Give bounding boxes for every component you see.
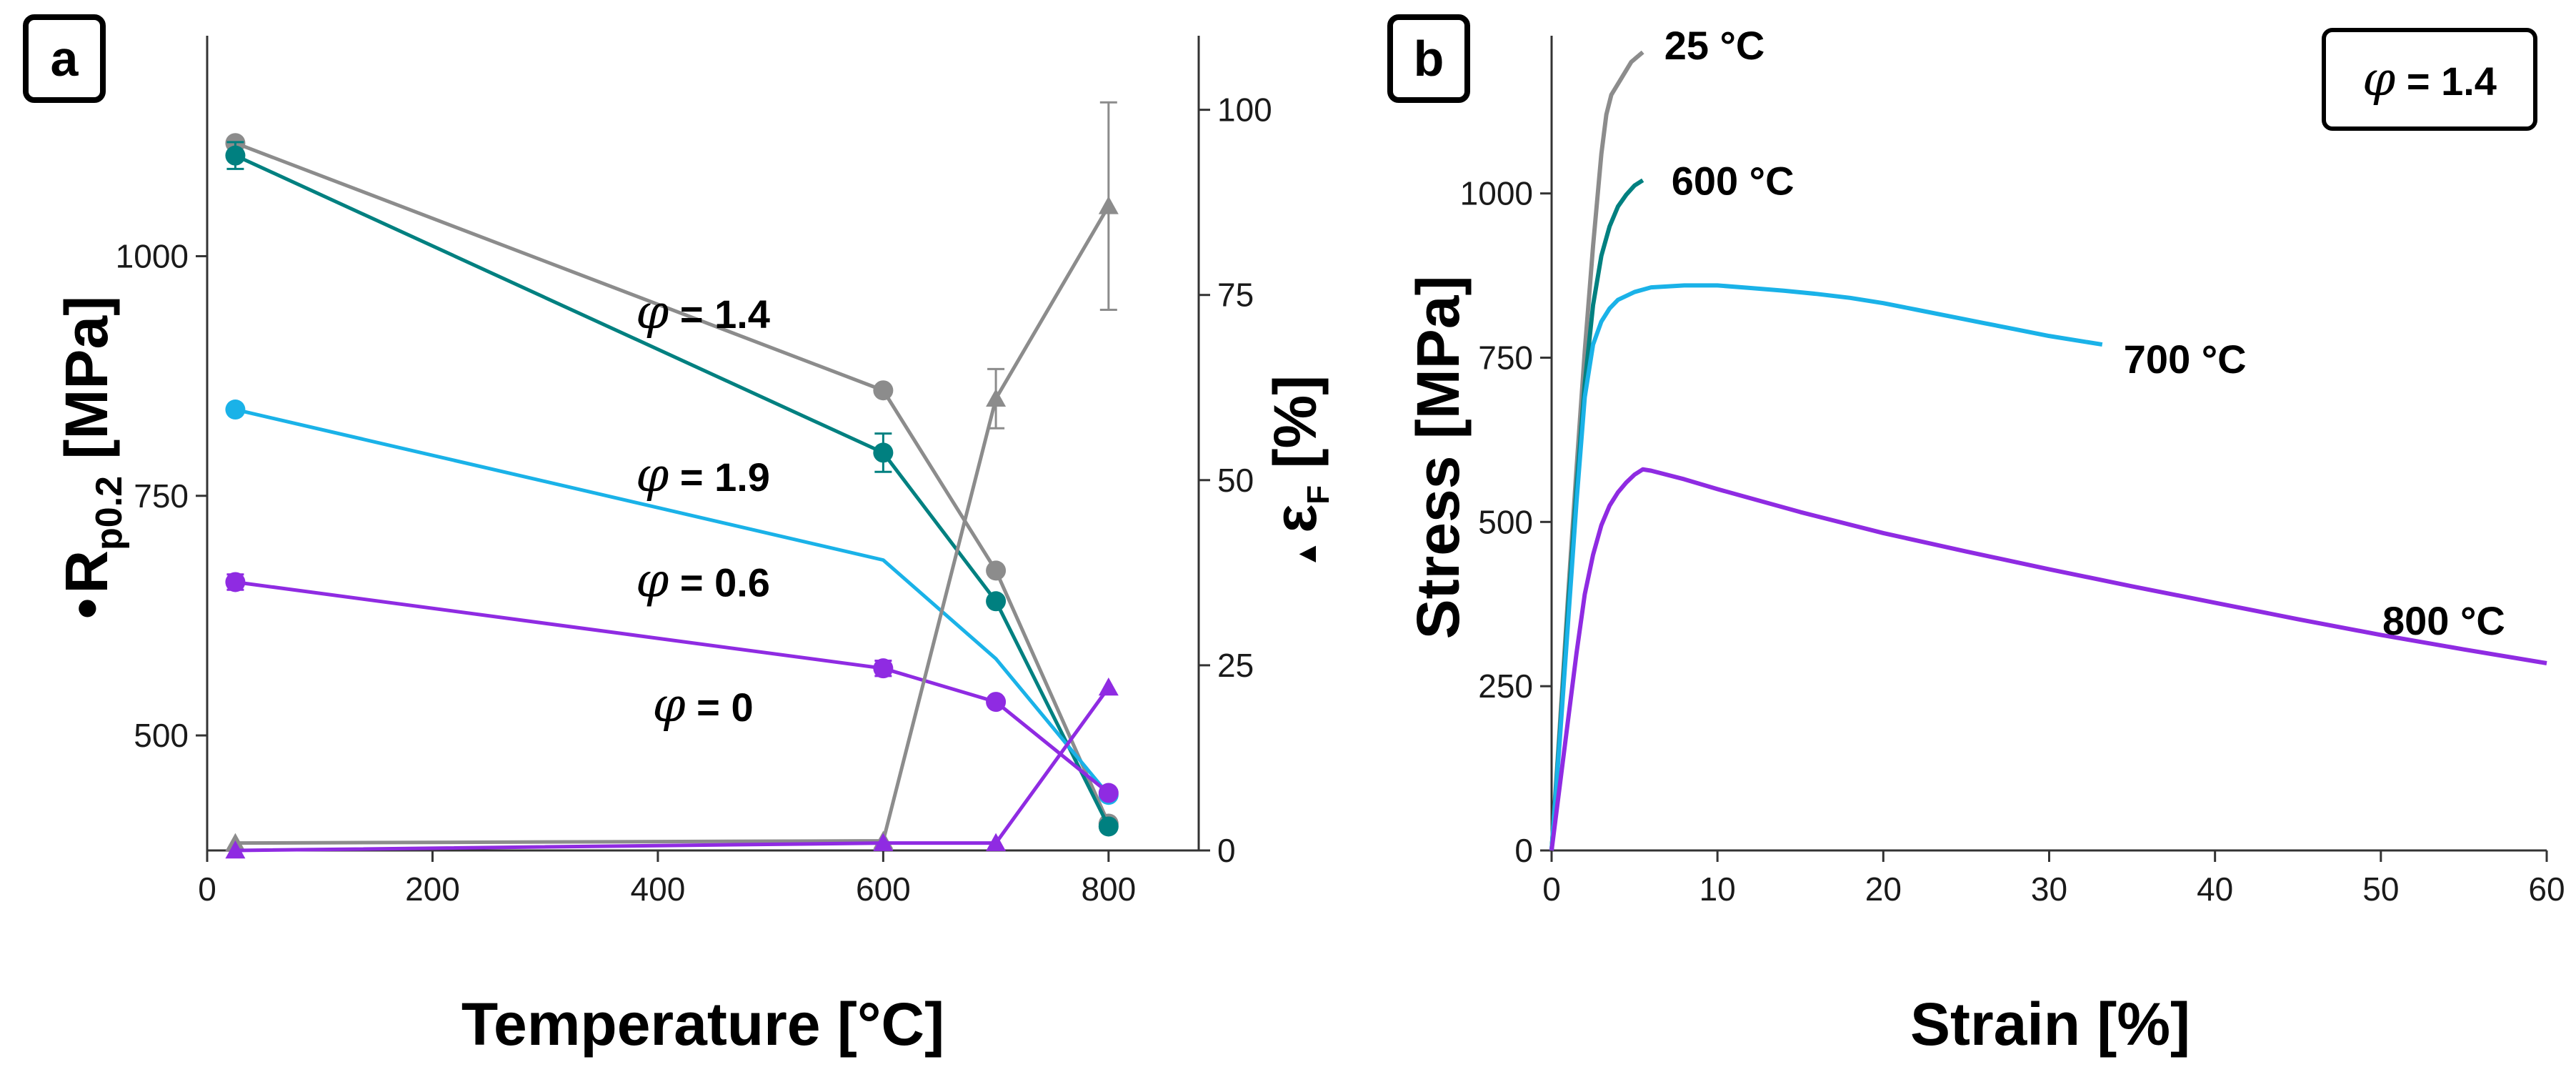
panel-a-x-tick-label: 200 (405, 870, 460, 908)
panel-a-data-point (986, 388, 1007, 407)
panel-a-data-point (225, 840, 246, 859)
panel-a-data-point (1098, 783, 1119, 803)
panel-b-curve-label: 700 °C (2124, 337, 2247, 382)
panel-b-curve-label: 600 °C (1672, 158, 1794, 203)
panel-a-ticks: 0 200 400 600 800 500 750 1000 0 25 50 75 100 (116, 91, 1272, 908)
panel-a-y2-axis-unit: [%] (1262, 375, 1329, 485)
panel-a-phi-value: = 0 (686, 685, 754, 730)
panel-a-annotations: φ = 1.4φ = 1.9φ = 0.6φ = 0 (636, 284, 770, 733)
panel-a-phi-value: = 0.6 (669, 560, 770, 605)
panel-a-y2-tick-label: 75 (1217, 277, 1254, 314)
panel-a-phi-value: = 1.4 (669, 292, 770, 337)
panel-a-x-tick-label: 800 (1081, 870, 1136, 908)
panel-a-x-tick-label: 0 (198, 870, 216, 908)
panel-b-y-tick-label: 750 (1478, 339, 1533, 376)
panel-b-phi-box-text: φ = 1.4 (2362, 51, 2497, 106)
panel-a-data-point (1098, 678, 1119, 696)
panel-a-series-line (234, 407, 1110, 796)
panel-a: a 0 200 400 600 800 500 750 1000 0 25 50 75 100 φ = … (23, 14, 1336, 1058)
panel-b-stress-strain-curve (1549, 467, 2547, 851)
panel-a-y-tick-label: 1000 (116, 237, 189, 274)
panel-a-phi-symbol: φ (652, 678, 685, 733)
panel-a-y-tick-label: 750 (134, 477, 189, 515)
panel-a-series-line (235, 580, 1110, 795)
panel-a-data-point (1098, 196, 1119, 214)
panel-b-y-tick-label: 0 (1514, 832, 1533, 869)
panel-b-curve-label: 25 °C (1664, 23, 1765, 68)
panel-a-data-point (873, 380, 894, 401)
panel-b-phi-symbol: φ (2362, 51, 2395, 106)
panel-a-data-point (986, 560, 1007, 581)
panel-a-series-line (235, 686, 1110, 853)
panel-a-phi-label: φ = 0.6 (636, 553, 770, 608)
panel-a-series (225, 101, 1119, 859)
panel-b-stress-strain-curve (1549, 283, 2103, 851)
panel-b-letter-box (1387, 14, 1470, 103)
panel-a-data-point (873, 442, 894, 463)
panel-a-y2-axis-marker: ▲ (1291, 540, 1322, 569)
panel-a-y2-tick-label: 100 (1217, 91, 1272, 129)
panel-a-y-axis-subscript: p0.2 (89, 476, 130, 550)
panel-b-y-tick-label: 500 (1478, 503, 1533, 540)
panel-b-ticks: 0 10 20 30 40 50 60 0 250 500 750 1000 (1460, 175, 2565, 908)
panel-a-y-axis-symbol: R (53, 550, 120, 594)
panel-b: b φ = 1.4 0 10 20 30 40 50 60 0 250 500 750 1000 25… (1387, 14, 2565, 1058)
panel-b-x-tick-label: 50 (2362, 870, 2399, 908)
panel-b-x-axis-title: Strain [%] (1910, 991, 2190, 1058)
panel-b-phi-value: = 1.4 (2395, 59, 2497, 104)
panel-a-data-point (986, 833, 1007, 851)
panel-a-x-tick-label: 400 (631, 870, 686, 908)
panel-a-phi-label: φ = 0 (652, 678, 753, 733)
panel-a-data-point (986, 591, 1007, 612)
panel-b-x-tick-label: 40 (2197, 870, 2233, 908)
panel-a-series-line (235, 205, 1110, 845)
panel-a-phi-symbol: φ (636, 553, 669, 608)
panel-a-x-tick-label: 600 (856, 870, 911, 908)
panel-a-y2-axis-title: ▲ εF [%] (1262, 375, 1336, 568)
panel-a-data-point (225, 572, 246, 592)
panel-a-y-tick-label: 500 (134, 717, 189, 754)
panel-a-phi-label: φ = 1.4 (636, 284, 770, 339)
panel-a-y2-tick-label: 0 (1217, 832, 1236, 869)
panel-a-y-axis-marker: • (53, 598, 120, 619)
panel-b-x-tick-label: 60 (2528, 870, 2565, 908)
panel-a-y2-tick-label: 25 (1217, 647, 1254, 684)
panel-a-phi-symbol: φ (636, 284, 669, 339)
panel-b-x-tick-label: 0 (1542, 870, 1561, 908)
panel-a-data-point (225, 145, 246, 166)
panel-b-letter: b (1414, 31, 1444, 86)
panel-a-phi-value: = 1.9 (669, 455, 770, 500)
panel-a-y-axis-title: • Rp0.2 [MPa] (53, 296, 130, 619)
panel-a-x-axis-title: Temperature [°C] (461, 991, 944, 1058)
panel-a-y2-tick-label: 50 (1217, 462, 1254, 499)
panel-b-curve-label: 800 °C (2382, 598, 2505, 643)
panel-b-curve-labels: 25 °C 600 °C 700 °C 800 °C (1664, 23, 2505, 643)
panel-a-data-point (873, 833, 894, 851)
panel-a-data-point (1098, 816, 1119, 837)
panel-a-series-line (234, 141, 1111, 825)
panel-b-series (1549, 50, 2547, 851)
panel-a-y-axis-unit: [MPa] (53, 296, 120, 476)
panel-b-y-tick-label: 1000 (1460, 175, 1533, 212)
panel-a-letter: a (51, 31, 79, 86)
panel-a-data-point (873, 658, 894, 679)
panel-a-phi-symbol: φ (636, 447, 669, 502)
panel-a-data-point (986, 692, 1007, 713)
panel-a-letter-box (23, 14, 106, 103)
panel-b-y-axis-title: Stress [MPa] (1404, 276, 1472, 640)
panel-a-y2-axis-symbol: ε (1262, 505, 1329, 533)
panel-b-x-tick-label: 30 (2031, 870, 2067, 908)
panel-a-series-line (234, 154, 1111, 828)
panel-b-x-tick-label: 10 (1699, 870, 1736, 908)
panel-b-phi-box (2322, 28, 2537, 131)
panel-a-phi-label: φ = 1.9 (636, 447, 770, 502)
panel-b-x-tick-label: 20 (1865, 870, 1902, 908)
panel-a-y2-axis-subscript: F (1301, 485, 1336, 505)
panel-b-y-tick-label: 250 (1478, 667, 1533, 705)
panel-a-data-point (225, 399, 246, 420)
